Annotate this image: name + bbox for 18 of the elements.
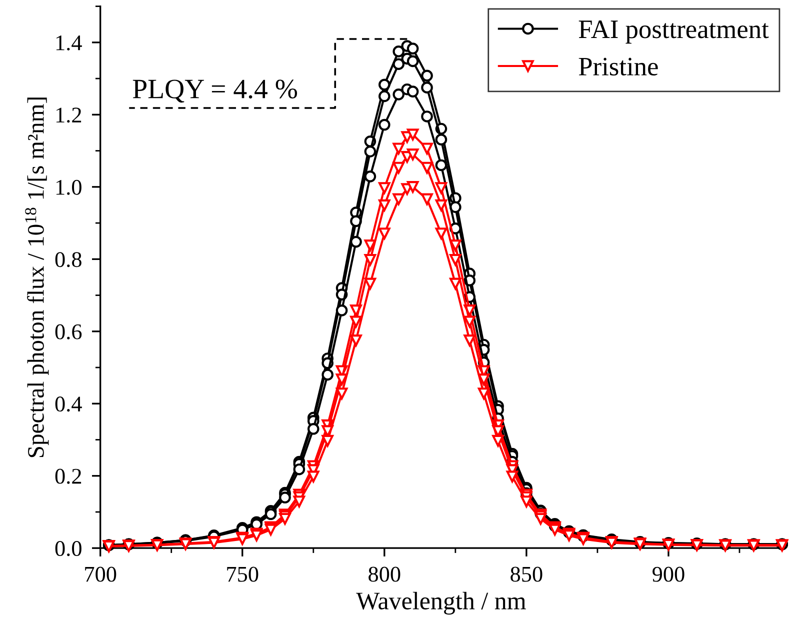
y-tick-label: 0.0	[55, 541, 82, 556]
y-tick-label: 1.0	[56, 180, 82, 195]
x-tick-label: 800	[368, 566, 400, 582]
y-axis-title: Spectral photon flux / 10$^{18}$ 1/[s m²nm]	[25, 98, 49, 458]
legend-label: FAI posttreatment	[578, 20, 769, 44]
y-tick-label: 0.4	[55, 396, 82, 412]
x-tick-label: 700	[85, 566, 116, 582]
y-tick-label: 0.2	[55, 468, 82, 484]
y-tick-label: 0.6	[55, 324, 82, 340]
annotation: PLQY = 4.4 %	[132, 80, 298, 103]
x-axis-title: Wavelength / nm	[356, 592, 526, 615]
y-tick-label: 1.4	[56, 35, 82, 50]
legend-label: Pristine	[578, 58, 658, 76]
y-tick-label: 1.2	[56, 108, 82, 123]
x-tick-label: 900	[652, 566, 684, 582]
x-tick-label: 750	[227, 566, 258, 582]
y-tick-label: 0.8	[55, 252, 82, 268]
x-tick-label: 850	[510, 566, 542, 582]
